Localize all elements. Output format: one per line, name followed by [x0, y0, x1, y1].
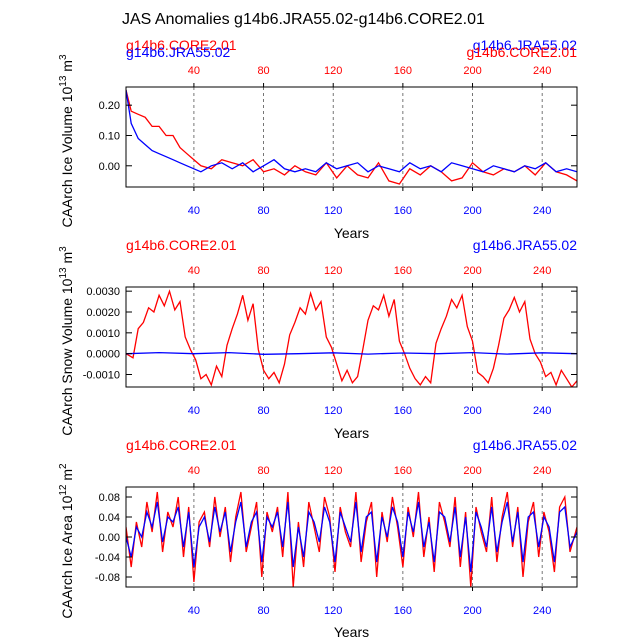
x-tick-label-bottom: 120 [324, 605, 342, 617]
x-tick-label-top: 80 [257, 465, 269, 477]
x-tick-label-top: 240 [533, 65, 551, 77]
x-tick-label-top: 120 [324, 265, 342, 277]
y-tick-label: 0.0010 [86, 328, 120, 340]
series-line-jra [126, 501, 577, 573]
right-series-label: g14b6.JRA55.02 [473, 37, 578, 53]
x-tick-label-bottom: 120 [324, 405, 342, 417]
x-tick-label-top: 80 [257, 65, 269, 77]
x-tick-label-top: 240 [533, 265, 551, 277]
y-tick-label: 0.00 [99, 532, 120, 544]
y-tick-label: 0.00 [99, 161, 120, 173]
x-tick-label-bottom: 80 [257, 405, 269, 417]
panels: 0.20 0.10 0.00 40 40 80 80 120 120 160 160 200 200 24… [58, 37, 578, 638]
x-tick-label-bottom: 200 [463, 405, 481, 417]
x-tick-label-bottom: 80 [257, 605, 269, 617]
y-tick-label: -0.08 [95, 572, 120, 584]
x-tick-label-top: 160 [394, 465, 412, 477]
x-tick-label-top: 80 [257, 265, 269, 277]
panel-ice-volume: 0.20 0.10 0.00 40 40 80 80 120 120 160 160 200 200 24… [58, 37, 578, 241]
x-tick-label-top: 40 [188, 265, 200, 277]
x-tick-label-bottom: 40 [188, 205, 200, 217]
x-tick-label-top: 200 [463, 265, 481, 277]
x-tick-label-top: 160 [394, 65, 412, 77]
left-series-label: g14b6.CORE2.01 [126, 437, 237, 453]
x-tick-label-top: 200 [463, 65, 481, 77]
x-tick-label-bottom: 160 [394, 205, 412, 217]
x-tick-label-bottom: 160 [394, 605, 412, 617]
y-axis-label: CAArch Snow Volume 1013 m3 [58, 246, 75, 436]
x-tick-label-bottom: 240 [533, 605, 551, 617]
y-tick-label: -0.0010 [83, 370, 120, 382]
x-tick-label-bottom: 200 [463, 205, 481, 217]
left-series-label: g14b6.CORE2.01 [126, 37, 237, 53]
series-line-core [126, 289, 577, 387]
x-tick-label-top: 120 [324, 465, 342, 477]
y-tick-label: 0.0000 [86, 349, 120, 361]
right-series-label: g14b6.JRA55.02 [473, 437, 578, 453]
x-tick-label-top: 40 [188, 465, 200, 477]
x-tick-label-bottom: 240 [533, 405, 551, 417]
x-tick-label-bottom: 200 [463, 605, 481, 617]
y-tick-label: 0.04 [99, 512, 120, 524]
x-tick-label-bottom: 120 [324, 205, 342, 217]
x-tick-label-top: 120 [324, 65, 342, 77]
y-axis-label: CAArch Ice Volume 1013 m3 [58, 54, 75, 228]
x-tick-label-bottom: 40 [188, 605, 200, 617]
right-series-label-overlap: g14b6.CORE2.01 [466, 44, 577, 60]
y-tick-label: 0.0030 [86, 286, 120, 298]
figure-title: JAS Anomalies g14b6.JRA55.02-g14b6.CORE2… [122, 11, 485, 28]
series-line-jra [126, 89, 577, 173]
x-axis-label: Years [334, 425, 369, 441]
x-tick-label-bottom: 160 [394, 405, 412, 417]
x-tick-label-bottom: 80 [257, 205, 269, 217]
series-line-core [126, 89, 577, 185]
plot-frame [125, 86, 578, 188]
left-series-label: g14b6.CORE2.01 [126, 237, 237, 253]
x-tick-label-top: 200 [463, 465, 481, 477]
x-axis-label: Years [334, 225, 369, 241]
y-tick-label: 0.10 [99, 130, 120, 142]
plot-frame [125, 286, 578, 388]
right-series-label: g14b6.JRA55.02 [473, 237, 578, 253]
y-tick-label: 0.08 [99, 492, 120, 504]
y-tick-label: -0.04 [95, 552, 120, 564]
left-series-label-overlap: g14b6.JRA55.02 [126, 44, 231, 60]
series-line-jra [126, 351, 577, 355]
y-axis-label: CAArch Ice Area 1012 m2 [58, 463, 75, 619]
x-tick-label-bottom: 240 [533, 205, 551, 217]
panel-snow-volume: 0.0030 0.0020 0.0010 0.0000 -0.0010 40 40 80 80 1… [58, 237, 578, 441]
x-tick-label-top: 160 [394, 265, 412, 277]
x-axis-label: Years [334, 624, 369, 638]
panel-ice-area: 0.08 0.04 0.00 -0.04 -0.08 40 40 80 80 120 120 160 1… [58, 437, 578, 638]
y-tick-label: 0.20 [99, 100, 120, 112]
x-tick-label-top: 40 [188, 65, 200, 77]
y-tick-label: 0.0020 [86, 307, 120, 319]
x-tick-label-top: 240 [533, 465, 551, 477]
x-tick-label-bottom: 40 [188, 405, 200, 417]
